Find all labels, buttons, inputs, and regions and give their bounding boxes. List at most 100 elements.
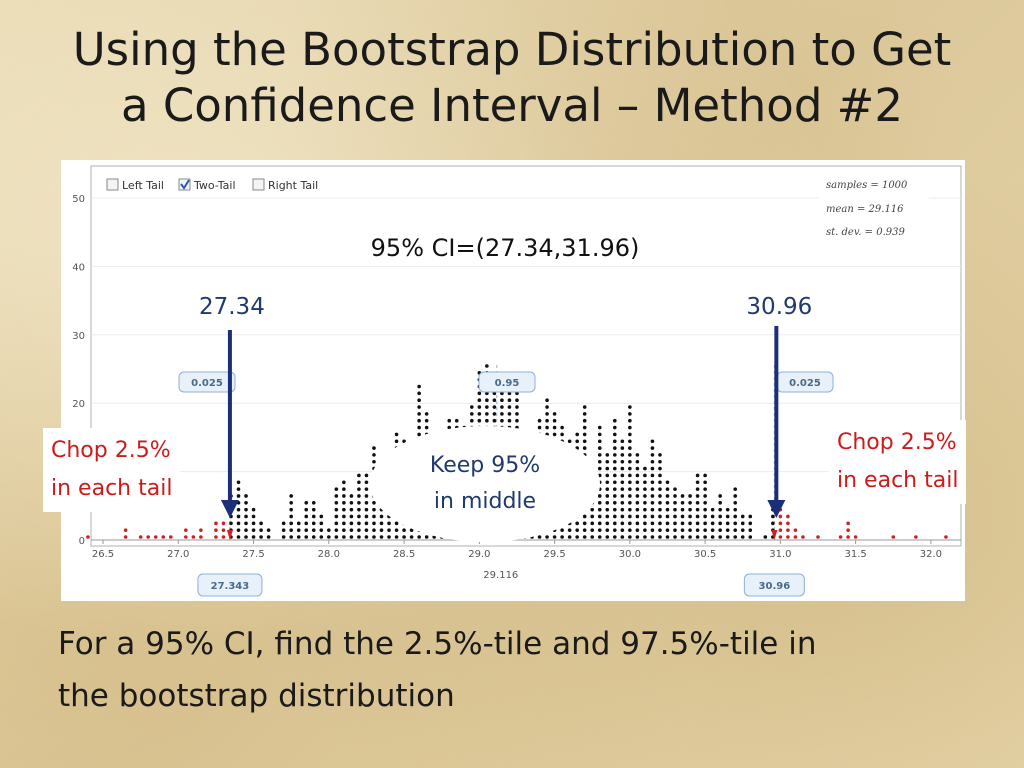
upper-cutoff-marker[interactable] [771, 530, 778, 540]
dot [673, 514, 677, 519]
dot [251, 528, 256, 532]
slide-caption: For a 95% CI, find the 2.5%-tile and 97.… [58, 618, 978, 722]
left-tail-checkbox[interactable] [106, 178, 119, 191]
dot [725, 528, 730, 532]
dot [281, 528, 286, 532]
dot [424, 425, 429, 430]
dot [628, 487, 632, 491]
dot [605, 501, 610, 505]
x-tick-label: 27.0 [167, 549, 189, 560]
dot [342, 528, 346, 532]
dot [251, 521, 256, 526]
dot [372, 528, 376, 532]
dot [266, 535, 271, 539]
dot [733, 507, 738, 512]
lower-cutoff-pill[interactable] [197, 573, 263, 597]
dot [620, 446, 625, 450]
dot [643, 473, 647, 478]
dot [643, 514, 647, 519]
check-icon [180, 179, 190, 190]
dot [628, 535, 632, 539]
dot [680, 494, 685, 498]
dot [334, 535, 339, 539]
dot [635, 494, 640, 498]
dot [394, 535, 399, 539]
dot [545, 398, 549, 402]
dot [349, 528, 354, 532]
dot [605, 528, 610, 532]
dot [628, 439, 632, 444]
dot [334, 507, 339, 512]
dot [658, 473, 662, 478]
dot [643, 494, 647, 498]
dot [695, 501, 700, 505]
dot [665, 494, 670, 498]
dot [394, 528, 399, 532]
dot [620, 507, 625, 512]
dot [244, 494, 248, 498]
dot [680, 528, 685, 532]
dot [673, 521, 677, 526]
dot [846, 521, 850, 526]
dot [703, 528, 707, 532]
dot [733, 514, 738, 519]
dot [733, 487, 738, 491]
dot [620, 459, 625, 464]
x-tick-label: 27.5 [242, 549, 264, 560]
dot [628, 528, 632, 532]
y-tick-label: 50 [72, 194, 85, 205]
dot [161, 535, 166, 539]
dot [778, 528, 783, 532]
dot [402, 528, 406, 532]
dot [402, 535, 406, 539]
dot [334, 528, 339, 532]
dot [628, 446, 632, 450]
dot [718, 514, 722, 519]
dot [914, 535, 918, 539]
dot [236, 487, 241, 491]
dot [703, 473, 707, 478]
dot [582, 514, 587, 519]
dot [597, 453, 602, 457]
dot [643, 528, 647, 532]
upper-cutoff-pill[interactable] [743, 573, 805, 597]
dot [454, 418, 459, 423]
dot [477, 405, 482, 409]
dot [304, 514, 309, 519]
dot [477, 412, 482, 416]
dot [695, 494, 700, 498]
dot [590, 514, 595, 519]
dot [778, 535, 783, 539]
dot [786, 535, 790, 539]
dot [244, 507, 248, 512]
dot [500, 405, 504, 409]
dot [748, 528, 753, 532]
lower-cutoff-marker[interactable] [226, 530, 233, 540]
dot [688, 535, 692, 539]
middle-proportion-pill[interactable] [478, 371, 536, 393]
dot [658, 501, 662, 505]
dot [357, 480, 361, 485]
dot [628, 521, 632, 526]
dot [582, 425, 587, 430]
dot [214, 521, 218, 526]
dot [613, 507, 617, 512]
dot [710, 514, 715, 519]
dot [733, 501, 738, 505]
two-tail-checkbox[interactable] [178, 178, 191, 191]
dot [650, 466, 655, 471]
left-tail-proportion: 0.025 [191, 378, 223, 389]
dot [650, 528, 655, 532]
dot [244, 521, 248, 526]
left-tail-proportion-pill[interactable] [178, 371, 236, 393]
dot [590, 535, 595, 539]
dot [605, 466, 610, 471]
right-tail-checkbox[interactable] [252, 178, 265, 191]
dot [605, 453, 610, 457]
dot [944, 535, 948, 539]
dot [650, 494, 655, 498]
dot [710, 521, 715, 526]
dot [733, 494, 738, 498]
dot [485, 364, 489, 368]
dot [304, 501, 309, 505]
